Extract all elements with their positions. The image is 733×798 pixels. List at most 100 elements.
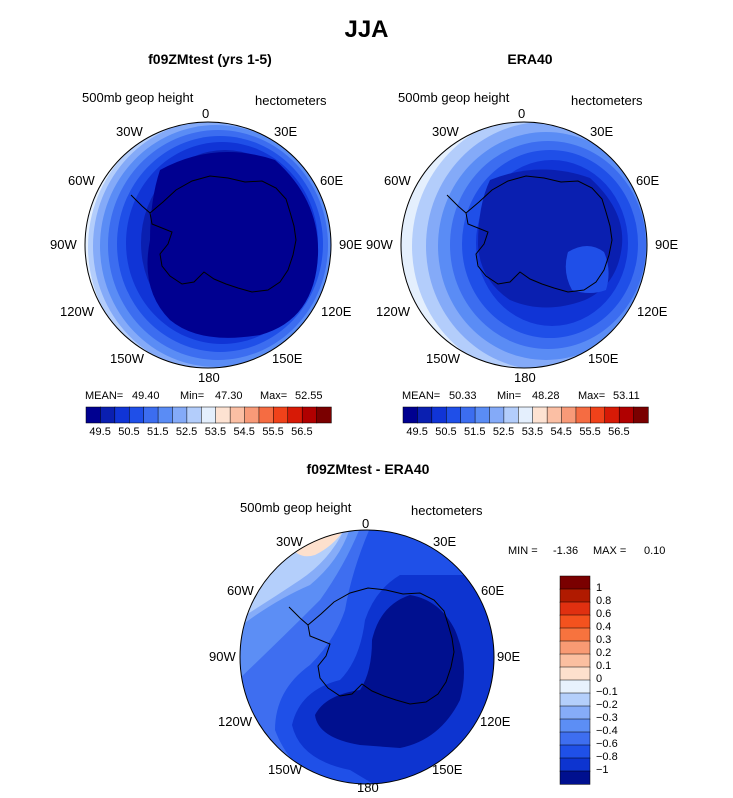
panel2-lon-120w: 120W [376, 304, 410, 319]
diff-colorbar-tick: 0.4 [596, 621, 612, 633]
diff-lon-90e: 90E [497, 649, 521, 664]
panel2-lon-60e: 60E [636, 173, 660, 188]
panel1-colorbar-tick: 51.5 [147, 426, 169, 438]
diff-fill-level-7 [315, 595, 464, 748]
diff-colorbar-tick: −0.1 [596, 686, 618, 698]
panel2-lon-90w: 90W [366, 237, 393, 252]
panel2-colorbar-tick: 54.5 [550, 426, 572, 438]
panel2-colorbar-tick: 55.5 [579, 426, 601, 438]
panel2-colorbar [402, 406, 649, 424]
panel1-mean-label: MEAN= [85, 390, 124, 402]
panel2-min-label: Min= [497, 390, 522, 402]
diff-colorbar-tick: 0.3 [596, 634, 612, 646]
panel2-lon-30e: 30E [590, 124, 614, 139]
diff-colorbar-tick: −1 [596, 764, 609, 776]
panel1-min-value: 47.30 [215, 390, 243, 402]
diff-colorbar-swatch [559, 575, 591, 590]
panel1-units: hectometers [255, 93, 327, 108]
diff-colorbar-tick: 0.8 [596, 595, 612, 607]
panel1-colorbar-tick: 54.5 [233, 426, 255, 438]
panel2-mean-value: 50.33 [449, 390, 477, 402]
diff-colorbar-tick: −0.2 [596, 699, 618, 711]
panel1-fill-level-8 [147, 152, 319, 338]
panel1-lon-0: 0 [202, 106, 210, 121]
panel2-colorbar-tick: 51.5 [464, 426, 486, 438]
panel1-colorbar-tick: 56.5 [291, 426, 313, 438]
diff-colorbar-tick: −0.4 [596, 725, 618, 737]
diff-colorbar-swatch [559, 653, 591, 668]
panel2-map-border [400, 121, 648, 369]
panel2-max-value: 53.11 [613, 390, 640, 402]
panel2-max-label: Max= [578, 390, 606, 402]
diff-lon-120e: 120E [480, 714, 511, 729]
panel1-lon-150w: 150W [110, 351, 144, 366]
panel1-map-border [84, 121, 332, 369]
diff-colorbar [559, 575, 591, 785]
panel1-colorbar-tick: 52.5 [175, 426, 198, 438]
panel2-lon-180: 180 [514, 370, 536, 385]
panel2-title: ERA40 [507, 51, 553, 67]
diff-lon-90w: 90W [209, 649, 236, 664]
panel2-colorbar-tick: 50.5 [435, 426, 457, 438]
panel2-colorbar-tick: 52.5 [492, 426, 515, 438]
panel1-mean-value: 49.40 [132, 390, 160, 402]
diff-colorbar-swatch [559, 731, 591, 746]
diff-lon-60e: 60E [481, 583, 505, 598]
panel2-colorbar-tick: 53.5 [521, 426, 544, 438]
panel1-lon-120e: 120E [321, 304, 352, 319]
diff-colorbar-tick: −0.6 [596, 738, 618, 750]
panel1-coastline [149, 175, 297, 293]
panel2-mean-label: MEAN= [402, 390, 441, 402]
diff-lon-30w: 30W [276, 534, 303, 549]
panel2-peninsula [446, 194, 467, 214]
panel1-colorbar-tick: 50.5 [118, 426, 140, 438]
panel1-lon-120w: 120W [60, 304, 94, 319]
panel2-units: hectometers [571, 93, 643, 108]
panel1-colorbar-swatch [316, 406, 332, 424]
panel2-field-label: 500mb geop height [398, 90, 510, 105]
panel2-lon-90e: 90E [655, 237, 679, 252]
diff-lon-0: 0 [362, 516, 370, 531]
diff-colorbar-tick: 0 [596, 673, 603, 685]
diff-lon-120w: 120W [218, 714, 252, 729]
diff-lon-150e: 150E [432, 762, 463, 777]
diff-lon-150w: 150W [268, 762, 302, 777]
panel2-coastline [465, 175, 613, 293]
diff-colorbar-swatch [559, 588, 591, 603]
panel2-min-value: 48.28 [532, 390, 560, 402]
panel2-lon-150w: 150W [426, 351, 460, 366]
diff-colorbar-swatch [559, 757, 591, 772]
diff-peninsula [288, 606, 309, 626]
panel1-colorbar [85, 406, 332, 424]
panel1-peninsula [130, 194, 151, 214]
panel1-lon-90e: 90E [339, 237, 363, 252]
diff-field-label: 500mb geop height [240, 500, 352, 515]
diff-colorbar-swatch [559, 692, 591, 707]
diff-colorbar-swatch [559, 718, 591, 733]
diff-colorbar-tick: 0.1 [596, 660, 612, 672]
diff-colorbar-swatch [559, 744, 591, 759]
panel1-lon-90w: 90W [50, 237, 77, 252]
diff-colorbar-swatch [559, 627, 591, 642]
diff-colorbar-tick: 0.2 [596, 647, 612, 659]
panel1-lon-150e: 150E [272, 351, 303, 366]
panel1-lon-30w: 30W [116, 124, 143, 139]
panel2-lon-30w: 30W [432, 124, 459, 139]
diff-lon-30e: 30E [433, 534, 457, 549]
panel2-lon-0: 0 [518, 106, 526, 121]
diff-lon-180: 180 [357, 780, 379, 795]
diff-map-border [239, 529, 495, 785]
panel1-min-label: Min= [180, 390, 205, 402]
panel1-lon-60w: 60W [68, 173, 95, 188]
diff-colorbar-swatch [559, 640, 591, 655]
panel2-colorbar-tick: 56.5 [608, 426, 630, 438]
panel2-lon-120e: 120E [637, 304, 668, 319]
diff-colorbar-swatch [559, 614, 591, 629]
diff-min-label: MIN = [508, 545, 538, 557]
panel1-colorbar-tick: 49.5 [89, 426, 111, 438]
diff-panel-title: f09ZMtest - ERA40 [306, 461, 430, 477]
diff-colorbar-swatch [559, 666, 591, 681]
